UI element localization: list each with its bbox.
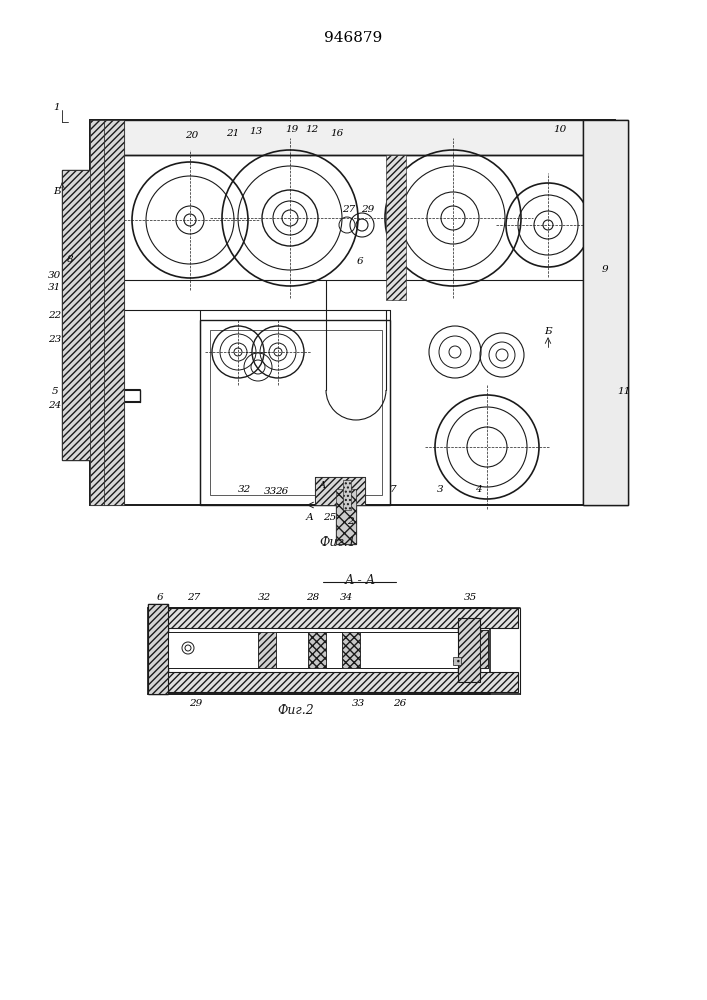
Bar xyxy=(480,630,488,668)
Text: 6: 6 xyxy=(157,593,163,602)
Bar xyxy=(158,672,518,692)
Text: 29: 29 xyxy=(189,700,203,708)
Circle shape xyxy=(234,348,242,356)
Text: 2: 2 xyxy=(346,518,354,526)
Text: 32: 32 xyxy=(238,486,252,494)
Bar xyxy=(258,632,276,668)
Bar xyxy=(90,120,615,505)
Circle shape xyxy=(589,295,599,305)
Text: 7: 7 xyxy=(390,486,397,494)
Circle shape xyxy=(274,348,282,356)
Bar xyxy=(308,632,326,668)
Text: 13: 13 xyxy=(250,127,262,136)
Text: 31: 31 xyxy=(48,284,62,292)
Bar xyxy=(583,120,628,505)
Text: 32: 32 xyxy=(257,593,271,602)
Bar xyxy=(148,608,490,694)
Text: 946879: 946879 xyxy=(324,31,382,45)
Bar xyxy=(200,320,390,505)
Bar xyxy=(343,480,351,510)
Text: 5: 5 xyxy=(52,387,58,396)
Text: А: А xyxy=(318,482,326,490)
Bar xyxy=(583,120,628,505)
Text: 12: 12 xyxy=(305,125,319,134)
Text: 21: 21 xyxy=(226,129,240,138)
Bar xyxy=(90,120,615,155)
Circle shape xyxy=(182,642,194,654)
Text: 3: 3 xyxy=(437,486,443,494)
Text: А: А xyxy=(306,514,314,522)
Text: 10: 10 xyxy=(554,125,566,134)
Circle shape xyxy=(543,220,553,230)
Bar xyxy=(62,170,90,460)
Bar xyxy=(104,287,122,294)
Circle shape xyxy=(449,346,461,358)
Text: 30: 30 xyxy=(48,271,62,280)
Bar xyxy=(210,330,382,495)
Bar xyxy=(315,477,365,505)
Text: 34: 34 xyxy=(340,593,354,602)
Text: 28: 28 xyxy=(306,593,320,602)
Bar xyxy=(92,282,122,287)
Text: 22: 22 xyxy=(48,310,62,320)
Text: 35: 35 xyxy=(463,593,477,602)
Text: 1: 1 xyxy=(54,104,60,112)
Bar xyxy=(342,632,360,668)
Bar xyxy=(343,480,351,510)
Bar xyxy=(458,618,480,682)
Bar xyxy=(480,630,488,668)
Bar xyxy=(458,618,480,682)
Circle shape xyxy=(70,312,86,328)
Text: 24: 24 xyxy=(48,400,62,410)
Bar xyxy=(315,477,365,505)
Bar xyxy=(104,120,124,505)
Text: 4: 4 xyxy=(474,486,481,494)
Bar xyxy=(168,632,458,668)
Text: Б: Б xyxy=(53,188,61,196)
Text: 8: 8 xyxy=(66,255,74,264)
Bar xyxy=(158,608,518,628)
Text: 6: 6 xyxy=(357,257,363,266)
Circle shape xyxy=(70,202,86,218)
Text: Б: Б xyxy=(544,328,551,336)
Text: 20: 20 xyxy=(185,130,199,139)
Text: Фиг.1: Фиг.1 xyxy=(320,536,356,548)
Bar xyxy=(258,632,276,668)
Bar xyxy=(336,489,356,544)
Text: Фиг.2: Фиг.2 xyxy=(278,704,315,716)
Text: 11: 11 xyxy=(617,387,631,396)
Text: 19: 19 xyxy=(286,125,298,134)
Bar xyxy=(90,120,104,505)
Bar xyxy=(90,120,104,505)
Text: 33: 33 xyxy=(351,700,365,708)
Text: 26: 26 xyxy=(275,488,288,496)
Bar xyxy=(453,657,461,665)
Text: 27: 27 xyxy=(187,593,201,602)
Text: 23: 23 xyxy=(48,336,62,344)
Bar xyxy=(104,120,124,505)
Bar xyxy=(342,632,360,668)
Text: 33: 33 xyxy=(264,488,276,496)
Text: 29: 29 xyxy=(361,206,375,215)
Circle shape xyxy=(184,214,196,226)
Bar xyxy=(148,604,168,694)
Bar xyxy=(308,632,326,668)
Bar xyxy=(148,604,168,694)
Bar xyxy=(62,170,90,460)
Text: 16: 16 xyxy=(330,129,344,138)
Text: 26: 26 xyxy=(393,700,407,708)
Bar xyxy=(386,155,406,300)
Circle shape xyxy=(589,187,599,197)
Circle shape xyxy=(496,349,508,361)
Text: А - А: А - А xyxy=(344,574,375,586)
Text: 9: 9 xyxy=(602,265,608,274)
Bar xyxy=(336,489,356,544)
Text: 25: 25 xyxy=(323,514,337,522)
Text: 27: 27 xyxy=(342,206,356,215)
